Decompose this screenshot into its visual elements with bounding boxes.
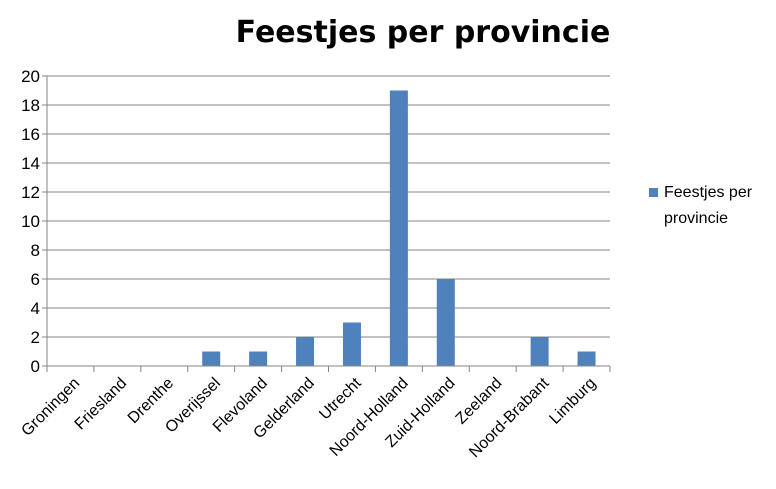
- bar-flevoland: [249, 351, 268, 366]
- y-tick-label: 18: [21, 96, 40, 115]
- bar-gelderland: [296, 337, 315, 366]
- chart-title: Feestjes per provincie: [236, 15, 611, 50]
- bar-zuid-holland: [436, 279, 455, 366]
- x-axis-labels: GroningenFrieslandDrentheOverijsselFlevo…: [18, 374, 599, 461]
- y-tick-label: 8: [31, 241, 40, 260]
- bar-overijssel: [202, 351, 221, 366]
- axes: [46, 76, 611, 372]
- bar-noord-brabant: [530, 337, 549, 366]
- bar-limburg: [577, 351, 596, 366]
- y-tick-label: 0: [31, 357, 40, 376]
- y-tick-label: 12: [21, 183, 40, 202]
- y-tick-label: 10: [21, 212, 40, 231]
- y-tick-label: 2: [31, 328, 40, 347]
- bars: [202, 90, 596, 366]
- legend: Feestjes per provincie: [649, 184, 753, 227]
- legend-label-line-2: provincie: [664, 210, 728, 227]
- legend-label-line-1: Feestjes per: [664, 184, 753, 201]
- legend-swatch: [649, 188, 658, 197]
- y-tick-label: 20: [21, 67, 40, 86]
- y-tick-label: 16: [21, 125, 40, 144]
- bar-utrecht: [342, 322, 361, 366]
- y-tick-label: 6: [31, 270, 40, 289]
- bar-noord-holland: [389, 90, 408, 366]
- y-tick-label: 14: [21, 154, 40, 173]
- y-axis-ticks: 0 2 4 6 8 10 12 14 16 18 20: [21, 67, 47, 376]
- x-label-groningen: Groningen: [18, 375, 83, 440]
- y-tick-label: 4: [31, 299, 40, 318]
- x-label-noord-brabant: Noord-Brabant: [466, 374, 553, 461]
- x-label-friesland: Friesland: [72, 375, 131, 434]
- x-label-limburg: Limburg: [546, 375, 599, 428]
- gridlines: [47, 75, 610, 338]
